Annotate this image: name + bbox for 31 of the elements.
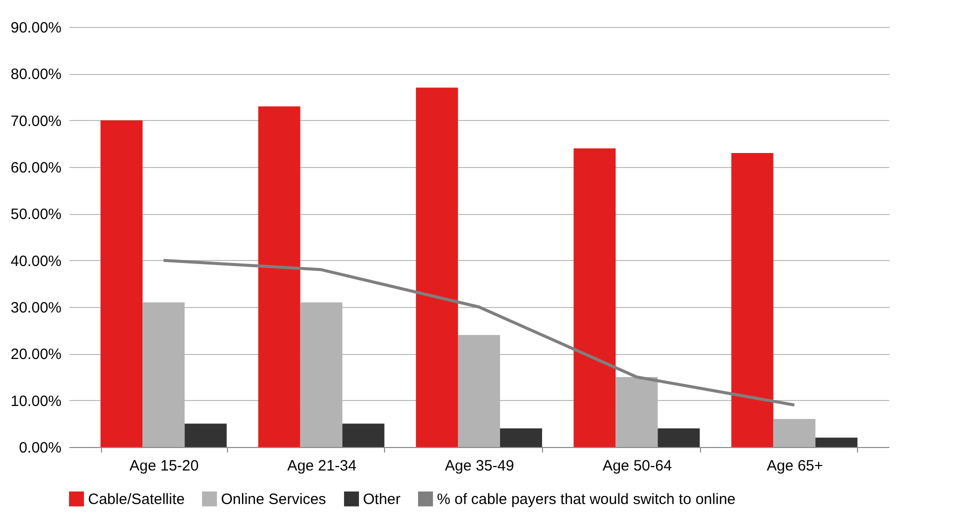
y-tick-label: 60.00% [10,160,62,176]
bar [731,153,774,447]
line-series [162,258,796,406]
y-tick-label: 50.00% [10,206,62,224]
bar [500,428,542,447]
legend-label: Other [363,490,401,508]
legend-label: % of cable payers that would switch to online [437,490,736,508]
y-tick-label: 70.00% [10,112,62,130]
x-tick-label: Age 65+ [766,458,824,474]
y-tick-label: 30.00% [10,300,62,316]
legend-label: Online Services [221,490,326,508]
x-tick-label: Age 15-20 [130,458,199,474]
y-tick-label: 90.00% [10,20,62,36]
bar [658,428,700,447]
bar [342,424,384,447]
bar [416,88,458,447]
bar [100,120,143,447]
y-tick-label: 20.00% [10,346,62,364]
bar [258,106,300,447]
y-tick-label: 40.00% [10,252,62,270]
bar [574,148,616,447]
x-tick-label: Age 21-34 [287,458,356,474]
y-tick-label: 0.00% [18,440,62,456]
x-tick-label: Age 50-64 [602,458,672,474]
y-tick-label: 80.00% [10,66,62,84]
y-tick-label: 10.00% [10,392,62,410]
bar [184,424,227,447]
x-tick-label: Age 35-49 [444,458,514,474]
bar [773,419,816,447]
bar [815,438,858,447]
legend-label: Cable/Satellite [88,490,185,508]
